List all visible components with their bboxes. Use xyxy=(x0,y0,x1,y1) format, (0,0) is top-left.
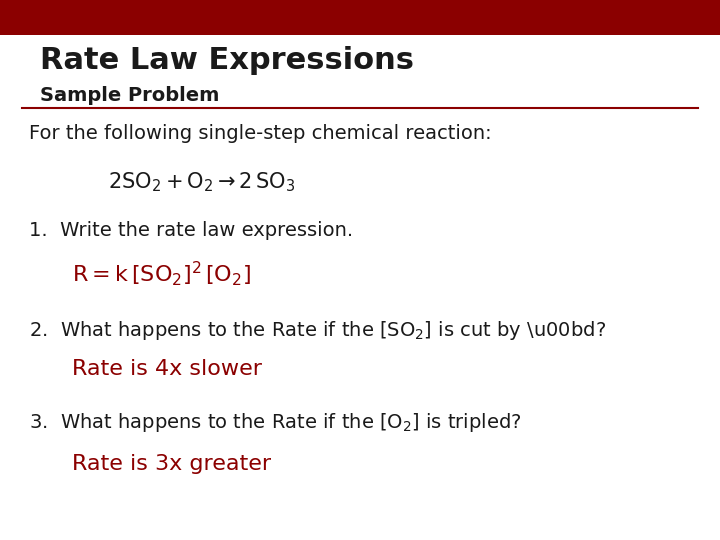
Text: Rate is 3x greater: Rate is 3x greater xyxy=(72,454,271,474)
Text: $\mathregular{2SO_2 + O_2 \rightarrow 2\,SO_3}$: $\mathregular{2SO_2 + O_2 \rightarrow 2\… xyxy=(108,170,295,194)
Text: For the following single-step chemical reaction:: For the following single-step chemical r… xyxy=(29,124,492,143)
Text: 1.  Write the rate law expression.: 1. Write the rate law expression. xyxy=(29,221,353,240)
Text: Rate is 4x slower: Rate is 4x slower xyxy=(72,359,262,379)
Bar xyxy=(0,0,720,35)
Text: 2.  What happens to the Rate if the $\mathregular{[SO_2]}$ is cut by \u00bd?: 2. What happens to the Rate if the $\mat… xyxy=(29,319,606,342)
Text: Sample Problem: Sample Problem xyxy=(40,86,219,105)
Text: 3.  What happens to the Rate if the $\mathregular{[O_2]}$ is tripled?: 3. What happens to the Rate if the $\mat… xyxy=(29,411,521,435)
Text: Rate Law Expressions: Rate Law Expressions xyxy=(40,46,413,75)
Text: $\mathregular{R = k\,[SO_2]^2\,[O_2]}$: $\mathregular{R = k\,[SO_2]^2\,[O_2]}$ xyxy=(72,259,251,288)
